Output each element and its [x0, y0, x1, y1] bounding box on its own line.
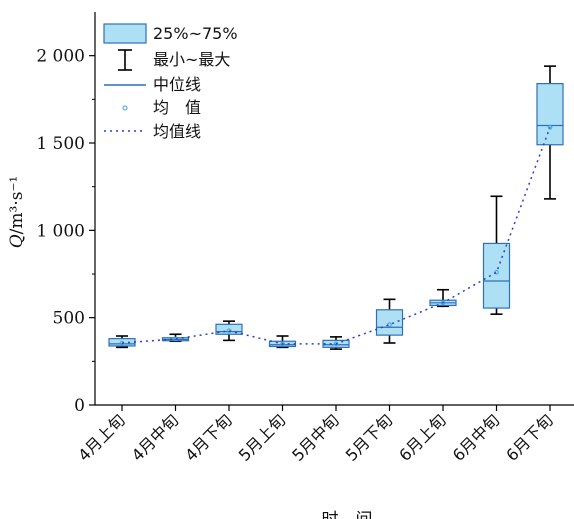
y-tick-group: 0 500 1 000 1 500 2 000: [36, 47, 95, 416]
x-tick-label: 6月上旬: [395, 410, 450, 465]
y-tick-label: 1 000: [36, 221, 85, 241]
x-tick-label: 5月下旬: [342, 410, 397, 465]
y-tick-label: 2 000: [36, 47, 85, 67]
legend-box-swatch: [103, 23, 147, 44]
mean-line: [121, 127, 551, 345]
legend-label-iqr: 25%~75%: [153, 24, 238, 43]
box-item: [322, 336, 350, 350]
box-item: [268, 335, 297, 349]
y-tick-label: 1 500: [36, 134, 85, 154]
y-tick-label: 0: [74, 396, 85, 416]
legend-whisker-swatch: [118, 49, 132, 71]
box-item: [108, 335, 136, 349]
legend-label-median: 中位线: [153, 75, 201, 94]
x-axis-label: 时 间: [322, 510, 373, 519]
box-item: [536, 65, 564, 200]
mean-marker: [333, 341, 339, 347]
mean-marker: [280, 341, 285, 347]
x-tick-label: 4月上旬: [74, 410, 129, 465]
iqr-box: [482, 242, 511, 309]
x-tick-label: 6月下旬: [502, 410, 557, 465]
iqr-box: [536, 83, 564, 146]
x-tick-label: 4月中旬: [128, 410, 183, 465]
legend-label-range: 最小~最大: [153, 50, 230, 69]
legend-mean-swatch: [122, 105, 128, 111]
y-axis-label: Q/m³·s⁻¹: [7, 176, 27, 249]
legend: 25%~75% 最小~最大 中位线 均 值 均值线: [103, 23, 238, 141]
mean-marker: [547, 124, 553, 130]
x-tick-label: 5月上旬: [235, 410, 290, 465]
x-tick-label: 4月下旬: [181, 410, 236, 465]
box-item: [375, 298, 404, 344]
legend-label-mean-line: 均值线: [153, 122, 201, 141]
box-item: [161, 333, 190, 343]
box-item: [429, 288, 457, 308]
legend-label-mean: 均 值: [153, 98, 201, 117]
y-axis-label-unit: /m³·s⁻¹: [7, 176, 27, 235]
y-axis-label-symbol: Q: [7, 234, 27, 248]
mean-line-group: [121, 127, 551, 345]
box-item: [215, 320, 243, 342]
box-item: [482, 195, 511, 315]
x-tick-label: 6月中旬: [449, 410, 504, 465]
y-tick-label: 500: [53, 309, 85, 329]
mean-marker: [440, 300, 446, 306]
x-tick-label: 5月中旬: [288, 410, 343, 465]
mean-marker: [494, 269, 499, 275]
